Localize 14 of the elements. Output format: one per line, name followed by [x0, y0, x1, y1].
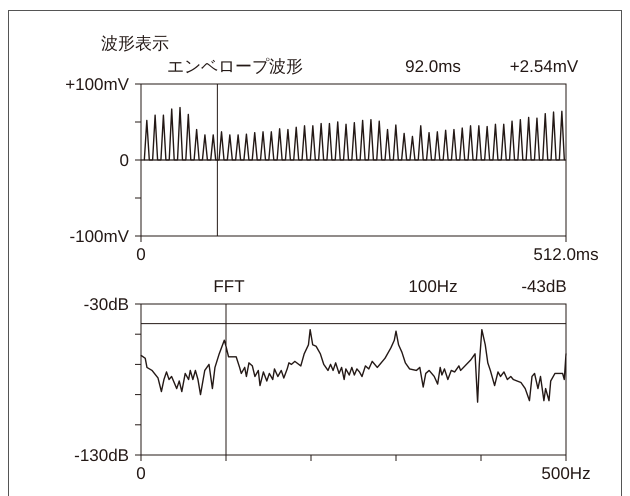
y-tick-label: -130dB — [74, 446, 129, 465]
text: 92.0ms — [405, 57, 461, 76]
y-tick-label: +100mV — [65, 75, 130, 94]
x-tick-label: 512.0ms — [533, 245, 599, 264]
text: -43dB — [521, 277, 567, 296]
chart-title: 波形表示 — [101, 34, 169, 53]
text: 100Hz — [408, 277, 458, 296]
y-tick-label: -30dB — [84, 295, 129, 314]
y-tick-label: 0 — [120, 151, 129, 170]
y-tick-label: -100mV — [69, 227, 130, 246]
chart-subtitle: エンベロープ波形 — [167, 57, 303, 76]
chart-title: FFT — [213, 277, 245, 296]
x-tick-label: 500Hz — [541, 464, 591, 483]
text: +2.54mV — [510, 57, 579, 76]
